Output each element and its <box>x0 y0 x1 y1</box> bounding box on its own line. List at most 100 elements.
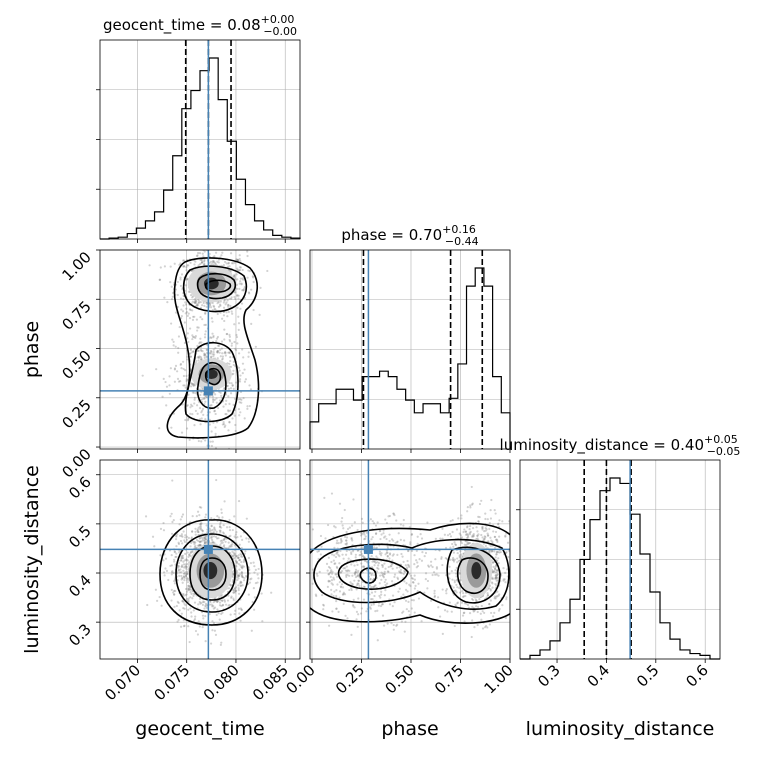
sample-point <box>208 418 211 421</box>
sample-point <box>223 600 227 603</box>
sample-point <box>178 551 181 554</box>
sample-point <box>204 604 207 607</box>
sample-point <box>184 594 187 597</box>
sample-point <box>236 342 239 345</box>
sample-point <box>414 584 417 588</box>
sample-point <box>466 542 469 545</box>
sample-point <box>213 255 216 258</box>
sample-point <box>199 522 203 525</box>
sample-point <box>470 635 473 639</box>
sample-point <box>179 568 182 571</box>
sample-point <box>434 558 437 561</box>
sample-point <box>171 520 174 524</box>
sample-point <box>491 561 495 564</box>
sample-point <box>235 555 239 558</box>
sample-point <box>258 313 261 316</box>
sample-point <box>219 348 222 352</box>
sample-point <box>235 562 238 565</box>
sample-point <box>196 344 199 347</box>
sample-point <box>234 555 237 558</box>
sample-point <box>498 535 501 538</box>
sample-point <box>459 534 462 537</box>
sample-point <box>241 268 244 272</box>
sample-point <box>342 591 345 594</box>
sample-point <box>239 307 242 310</box>
sample-point <box>233 612 236 616</box>
sample-point <box>227 387 231 390</box>
sample-point <box>201 388 204 391</box>
sample-point <box>493 535 496 539</box>
sample-point <box>208 603 211 606</box>
sample-point <box>189 412 192 415</box>
x-axis-label-phase: phase <box>381 718 438 740</box>
sample-point <box>458 554 461 557</box>
y-tick-label: 1.00 <box>58 248 94 284</box>
sample-point <box>326 569 329 572</box>
sample-point <box>184 534 187 537</box>
sample-point <box>223 546 227 550</box>
sample-point <box>184 604 187 607</box>
sample-point <box>179 380 182 383</box>
panel-frame <box>309 459 511 660</box>
sample-point <box>513 583 515 585</box>
sample-point <box>253 608 256 611</box>
sample-point <box>219 525 222 528</box>
sample-point <box>230 543 233 546</box>
sample-point <box>185 307 188 310</box>
sample-point <box>239 564 242 567</box>
sample-point <box>183 341 187 345</box>
sample-point <box>427 565 431 568</box>
sample-point <box>340 583 344 586</box>
sample-point <box>497 594 500 597</box>
sample-point <box>192 384 195 387</box>
sample-point <box>146 603 149 607</box>
sample-point <box>466 506 469 509</box>
sample-point <box>184 573 188 576</box>
sample-point <box>471 619 474 622</box>
sample-point <box>386 555 389 558</box>
sample-point <box>398 566 401 569</box>
sample-point <box>180 431 184 434</box>
sample-point <box>417 582 420 585</box>
sample-point <box>216 350 219 353</box>
sample-point <box>329 566 332 570</box>
sample-point <box>215 537 219 540</box>
sample-point <box>203 607 206 610</box>
sample-point <box>345 536 349 539</box>
sample-point <box>340 540 343 543</box>
sample-point <box>237 297 240 300</box>
contour-outer <box>166 257 260 439</box>
sample-point <box>468 531 471 534</box>
sample-point <box>259 286 262 289</box>
sample-point <box>193 540 196 544</box>
sample-point <box>199 451 201 453</box>
sample-point <box>232 591 235 594</box>
sample-point <box>289 583 291 585</box>
sample-point <box>396 577 400 581</box>
panel-title-geocent_time: geocent_time = 0.08+0.00 −0.00 <box>103 13 297 38</box>
sample-point <box>386 622 389 625</box>
sample-point <box>173 589 176 592</box>
sample-point <box>410 577 413 580</box>
sample-point <box>221 599 224 602</box>
sample-point <box>404 599 408 602</box>
sample-point <box>218 604 222 607</box>
sample-point <box>141 374 144 377</box>
sample-point <box>352 605 355 608</box>
sample-point <box>325 562 329 566</box>
panel-2d-geocent_time-phase <box>141 250 269 453</box>
sample-point <box>156 599 159 602</box>
sample-point <box>336 566 339 570</box>
sample-point <box>189 355 192 358</box>
sample-point <box>478 598 481 601</box>
sample-point <box>454 603 457 606</box>
sample-point <box>189 550 193 554</box>
sample-point <box>463 543 466 546</box>
sample-point <box>238 380 242 383</box>
sample-point <box>182 265 186 268</box>
sample-point <box>487 540 490 543</box>
sample-point <box>219 355 222 358</box>
sample-point <box>201 260 204 264</box>
sample-point <box>460 514 463 517</box>
sample-point <box>327 579 330 582</box>
